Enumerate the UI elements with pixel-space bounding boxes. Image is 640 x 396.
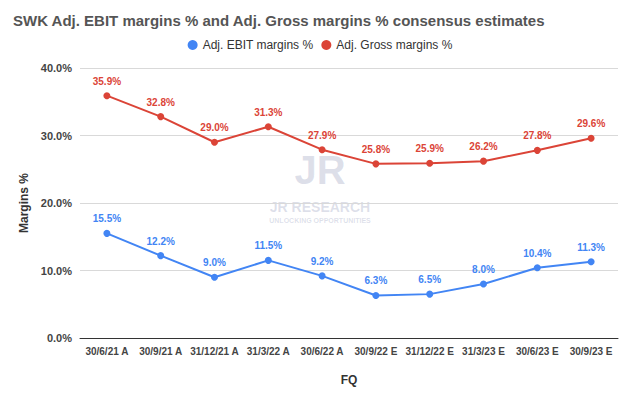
svg-text:30/9/22 E: 30/9/22 E [354,346,397,357]
svg-text:26.2%: 26.2% [469,141,497,152]
svg-text:30/9/23 E: 30/9/23 E [570,346,613,357]
svg-text:25.8%: 25.8% [362,144,390,155]
svg-text:30/9/21 A: 30/9/21 A [139,346,182,357]
svg-text:10.4%: 10.4% [523,248,551,259]
svg-text:30/6/22 A: 30/6/22 A [301,346,344,357]
svg-text:27.9%: 27.9% [308,130,336,141]
svg-text:JR RESEARCH: JR RESEARCH [270,199,370,215]
svg-text:29.6%: 29.6% [577,118,605,129]
svg-text:8.0%: 8.0% [472,264,495,275]
svg-text:6.5%: 6.5% [418,274,441,285]
svg-text:FQ: FQ [341,373,358,387]
svg-text:30.0%: 30.0% [41,130,72,142]
svg-text:40.0%: 40.0% [41,62,72,74]
svg-text:Adj. Gross margins %: Adj. Gross margins % [336,38,452,52]
svg-text:30/6/21 A: 30/6/21 A [85,346,128,357]
svg-text:Margins %: Margins % [17,173,31,233]
svg-text:SWK Adj. EBIT margins % and Ad: SWK Adj. EBIT margins % and Adj. Gross m… [13,12,545,29]
svg-text:11.3%: 11.3% [577,242,605,253]
svg-text:30/6/23 E: 30/6/23 E [516,346,559,357]
svg-text:31/3/23 E: 31/3/23 E [462,346,505,357]
svg-text:25.9%: 25.9% [416,143,444,154]
svg-text:27.8%: 27.8% [523,130,551,141]
svg-text:12.2%: 12.2% [147,236,175,247]
svg-text:15.5%: 15.5% [93,213,121,224]
svg-text:29.0%: 29.0% [200,122,228,133]
svg-text:20.0%: 20.0% [41,197,72,209]
svg-text:JR: JR [294,148,346,192]
svg-text:11.5%: 11.5% [254,240,282,251]
svg-text:35.9%: 35.9% [93,76,121,87]
svg-text:31/3/22 A: 31/3/22 A [247,346,290,357]
svg-text:9.2%: 9.2% [311,256,334,267]
svg-text:32.8%: 32.8% [147,97,175,108]
svg-text:UNLOCKING OPPORTUNITIES: UNLOCKING OPPORTUNITIES [269,217,371,224]
svg-text:0.0%: 0.0% [47,332,72,344]
svg-text:9.0%: 9.0% [203,257,226,268]
svg-text:10.0%: 10.0% [41,265,72,277]
svg-text:31.3%: 31.3% [254,107,282,118]
svg-text:31/12/22 E: 31/12/22 E [406,346,455,357]
svg-text:31/12/21 A: 31/12/21 A [190,346,239,357]
svg-text:Adj. EBIT margins %: Adj. EBIT margins % [203,38,314,52]
svg-text:6.3%: 6.3% [365,275,388,286]
